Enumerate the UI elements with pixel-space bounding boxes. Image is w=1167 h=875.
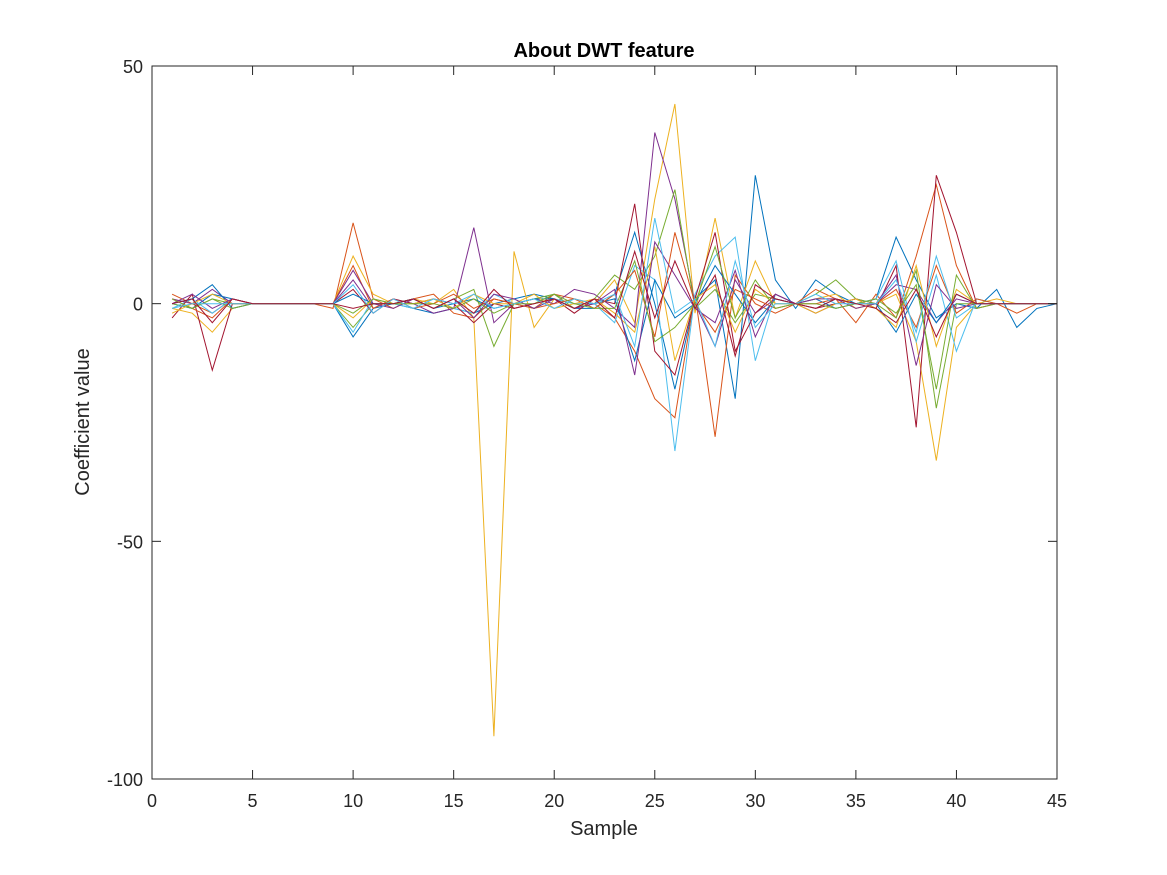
y-tick-label-2: 0	[133, 295, 143, 315]
x-tick-label-2: 10	[343, 791, 363, 811]
series-line-14	[171, 249, 1057, 358]
series-line-6	[171, 236, 1057, 452]
axes-box	[151, 65, 1058, 780]
x-tick-label-9: 45	[1047, 791, 1067, 811]
axis-ticks	[151, 65, 1058, 780]
y-tick-label-3: 50	[123, 57, 143, 77]
x-tick-label-5: 25	[645, 791, 665, 811]
x-tick-labels: 0 5 10 15 20 25 30 35 40 45	[147, 791, 1067, 811]
series-line-3	[171, 103, 1057, 737]
y-tick-label-1: -50	[117, 532, 143, 552]
y-tick-label-0: -100	[107, 770, 143, 790]
x-tick-label-4: 20	[544, 791, 564, 811]
x-tick-label-6: 30	[745, 791, 765, 811]
x-tick-label-3: 15	[444, 791, 464, 811]
x-tick-label-8: 40	[946, 791, 966, 811]
x-tick-label-0: 0	[147, 791, 157, 811]
chart-title: About DWT feature	[513, 40, 694, 62]
x-axis-label: Sample	[570, 818, 638, 840]
y-tick-labels: -100 -50 0 50	[107, 57, 143, 790]
x-tick-label-1: 5	[248, 791, 258, 811]
series-line-2	[171, 182, 1057, 437]
x-tick-label-7: 35	[846, 791, 866, 811]
y-axis-label: Coefficient value	[72, 348, 94, 496]
series-line-1	[171, 175, 1058, 399]
series-lines	[171, 103, 1058, 737]
plot-area: 0 5 10 15 20 25 30 35 40 45 -100 -50 0 50	[107, 57, 1067, 811]
